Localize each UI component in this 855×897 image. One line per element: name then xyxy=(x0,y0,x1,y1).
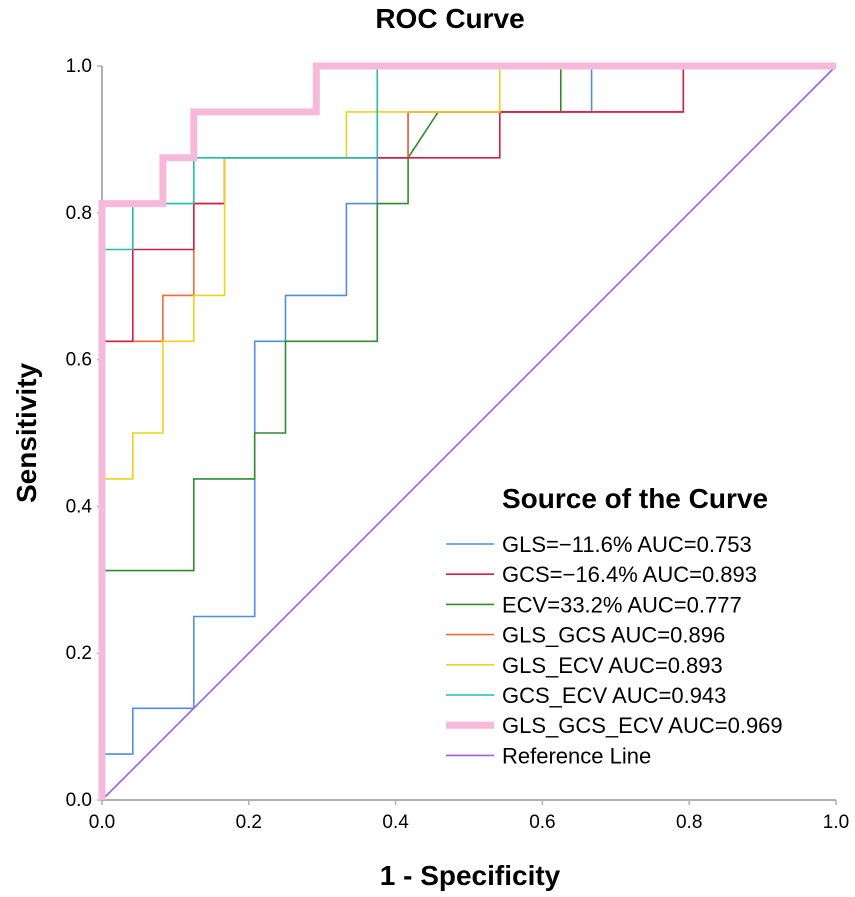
legend-entry: GLS_GCS_ECV AUC=0.969 xyxy=(502,713,783,738)
x-tick-label: 0.6 xyxy=(529,812,555,833)
legend-entry: GCS=−16.4% AUC=0.893 xyxy=(502,562,757,587)
y-tick-label: 0.2 xyxy=(66,643,92,664)
series-line-reference xyxy=(101,65,837,801)
legend-entry: GLS_ECV AUC=0.893 xyxy=(502,653,723,678)
ticks: 0.0 0.2 0.4 0.6 0.8 1.0 0.0 0.2 0.4 0.6 0.8 1.0 xyxy=(66,56,850,833)
y-tick-label: 0.0 xyxy=(66,790,92,811)
curves xyxy=(98,62,837,801)
x-axis-label: 1 - Specificity xyxy=(380,860,561,891)
series-line-gls_ecv xyxy=(101,65,836,800)
y-axis-label: Sensitivity xyxy=(11,363,42,503)
legend-entry: Reference Line xyxy=(502,743,651,768)
legend-entry: GLS=−11.6% AUC=0.753 xyxy=(502,532,752,557)
y-tick-label: 0.4 xyxy=(66,496,93,517)
legend: Source of the Curve GLS=−11.6% AUC=0.753… xyxy=(446,483,783,768)
series-line-gcs_ecv xyxy=(101,65,836,800)
x-tick-label: 0.2 xyxy=(236,812,262,833)
legend-title: Source of the Curve xyxy=(502,483,768,514)
chart-title: ROC Curve xyxy=(375,3,524,34)
legend-entry: GLS_GCS AUC=0.896 xyxy=(502,623,725,648)
y-tick-label: 0.6 xyxy=(66,350,92,371)
legend-items: GLS=−11.6% AUC=0.753 GCS=−16.4% AUC=0.893… xyxy=(446,532,783,768)
x-tick-label: 0.0 xyxy=(89,812,115,833)
x-tick-label: 1.0 xyxy=(823,812,849,833)
y-tick-label: 1.0 xyxy=(66,56,92,77)
x-tick-label: 0.8 xyxy=(676,812,702,833)
legend-entry: GCS_ECV AUC=0.943 xyxy=(502,683,726,708)
series-line-gls_gcs_ecv xyxy=(98,62,836,800)
y-tick-label: 0.8 xyxy=(66,203,92,224)
legend-entry: ECV=33.2% AUC=0.777 xyxy=(502,592,742,617)
x-tick-label: 0.4 xyxy=(382,812,409,833)
